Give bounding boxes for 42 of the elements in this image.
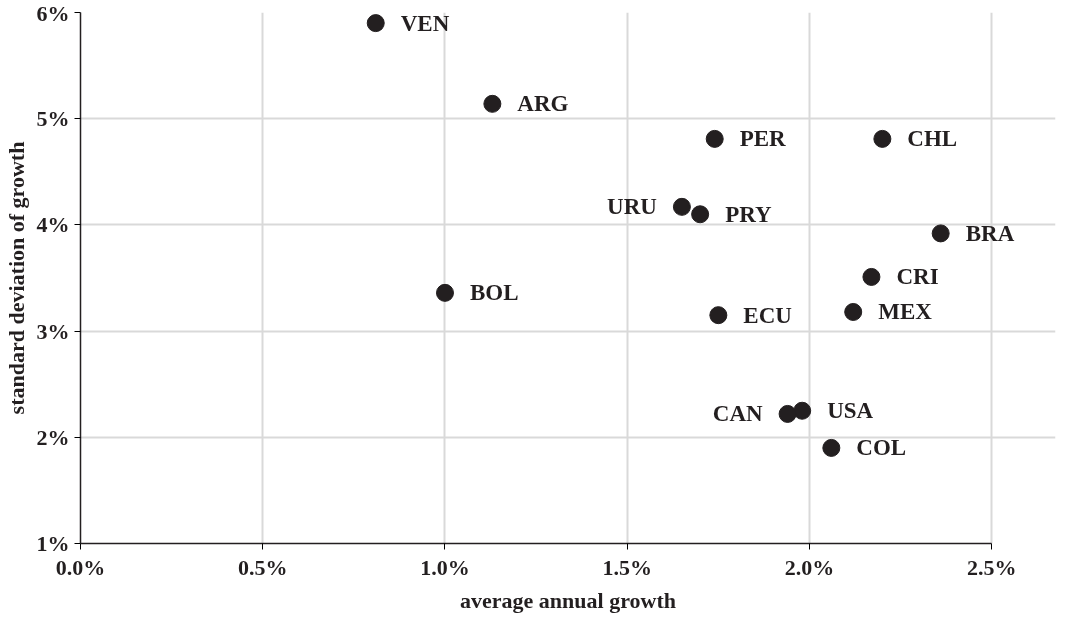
point xyxy=(844,303,863,321)
series-label: CAN xyxy=(712,401,763,427)
point xyxy=(931,224,950,243)
point xyxy=(435,283,454,302)
x-axis-title: average annual growth xyxy=(460,587,676,613)
y-tick-label: 5% xyxy=(36,106,70,132)
x-tick-label: 0.0% xyxy=(55,554,106,580)
y-tick-label: 6% xyxy=(36,0,70,26)
point xyxy=(705,129,724,148)
series-label: CRI xyxy=(896,264,939,290)
x-tick-label: 0.5% xyxy=(237,554,288,580)
point xyxy=(778,404,797,423)
point xyxy=(709,306,728,325)
x-tick-label: 2.0% xyxy=(784,554,835,580)
series-label: CHL xyxy=(907,126,958,152)
x-tick-label: 1.5% xyxy=(602,554,652,580)
series-label: URU xyxy=(607,194,658,220)
series-label: ECU xyxy=(743,302,793,328)
y-axis-title: standard deviation of growth xyxy=(3,141,29,415)
point xyxy=(873,129,892,148)
point xyxy=(366,14,385,33)
point xyxy=(483,94,502,113)
series-label: MEX xyxy=(878,299,933,325)
series-label: USA xyxy=(827,398,874,424)
y-tick-label: 1% xyxy=(36,531,70,556)
point xyxy=(691,205,710,224)
series-label: BOL xyxy=(469,280,519,306)
y-tick-label: 2% xyxy=(36,424,70,450)
series-label: PRY xyxy=(725,201,772,227)
series-label: COL xyxy=(856,435,907,461)
point xyxy=(822,438,841,457)
series-label: ARG xyxy=(517,91,569,117)
series-label: VEN xyxy=(400,10,450,36)
x-tick-label: 1.0% xyxy=(420,554,470,580)
x-tick-label: 2.5% xyxy=(966,554,1017,580)
y-tick-label: 4% xyxy=(36,212,70,238)
series-label: BRA xyxy=(965,220,1015,246)
point xyxy=(862,267,881,286)
point xyxy=(672,197,691,216)
y-tick-label: 3% xyxy=(36,318,70,344)
series-label: PER xyxy=(739,126,787,152)
point xyxy=(793,401,812,420)
